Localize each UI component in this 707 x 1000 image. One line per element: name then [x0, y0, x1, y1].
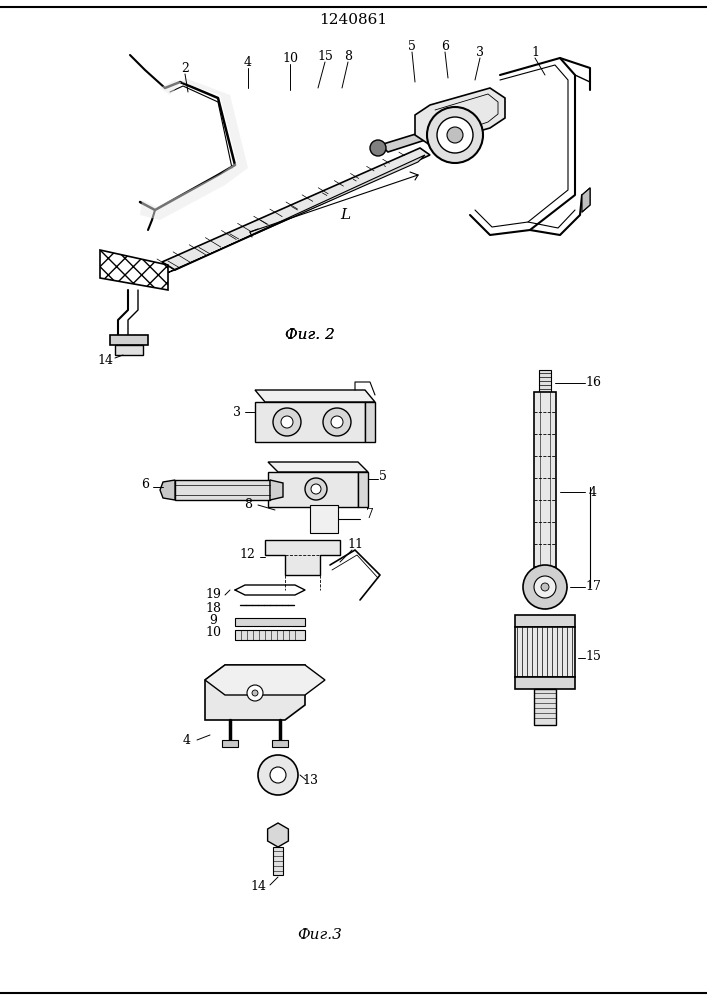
Bar — [273, 476, 357, 504]
Polygon shape — [255, 390, 375, 402]
Circle shape — [427, 107, 483, 163]
Polygon shape — [515, 615, 575, 627]
Bar — [263, 406, 365, 438]
Polygon shape — [160, 480, 175, 500]
Text: Фиг.3: Фиг.3 — [298, 928, 342, 942]
Circle shape — [281, 416, 293, 428]
Circle shape — [370, 140, 386, 156]
Text: 7: 7 — [366, 508, 374, 522]
Polygon shape — [515, 627, 575, 677]
Circle shape — [523, 565, 567, 609]
Text: 11: 11 — [347, 538, 363, 552]
Text: 15: 15 — [317, 49, 333, 62]
Circle shape — [247, 685, 263, 701]
Polygon shape — [235, 618, 305, 626]
Text: 5: 5 — [408, 39, 416, 52]
Polygon shape — [175, 480, 270, 500]
Text: L: L — [340, 208, 350, 222]
Text: 9: 9 — [209, 613, 217, 626]
Circle shape — [252, 690, 258, 696]
Polygon shape — [205, 665, 325, 695]
Polygon shape — [268, 823, 288, 847]
Circle shape — [305, 478, 327, 500]
Circle shape — [437, 117, 473, 153]
Circle shape — [273, 408, 301, 436]
Polygon shape — [100, 250, 168, 290]
Polygon shape — [115, 345, 143, 355]
Polygon shape — [365, 402, 375, 442]
Text: 10: 10 — [282, 51, 298, 64]
Circle shape — [270, 767, 286, 783]
Polygon shape — [534, 392, 556, 587]
Text: 1: 1 — [531, 45, 539, 58]
Polygon shape — [222, 740, 238, 747]
Polygon shape — [268, 462, 368, 472]
Circle shape — [447, 127, 463, 143]
Polygon shape — [235, 630, 305, 640]
Polygon shape — [582, 188, 590, 212]
Polygon shape — [140, 78, 248, 220]
Polygon shape — [205, 665, 305, 720]
Text: 8: 8 — [244, 498, 252, 512]
Text: 4: 4 — [183, 734, 191, 746]
Text: 4: 4 — [589, 486, 597, 498]
Polygon shape — [265, 540, 340, 575]
Text: 3: 3 — [476, 45, 484, 58]
Circle shape — [311, 484, 321, 494]
Polygon shape — [162, 155, 425, 275]
Polygon shape — [273, 847, 283, 875]
Text: 14: 14 — [97, 354, 113, 366]
Circle shape — [541, 583, 549, 591]
Text: 6: 6 — [441, 39, 449, 52]
Text: Фиг. 2: Фиг. 2 — [285, 328, 335, 342]
Text: 6: 6 — [141, 479, 149, 491]
Polygon shape — [380, 125, 450, 152]
Polygon shape — [415, 88, 505, 145]
Polygon shape — [310, 505, 338, 533]
Text: 13: 13 — [302, 774, 318, 786]
Text: 1240861: 1240861 — [319, 13, 387, 27]
Circle shape — [331, 416, 343, 428]
Text: Фиг. 2: Фиг. 2 — [285, 328, 335, 342]
Text: 3: 3 — [233, 406, 241, 418]
Text: 19: 19 — [205, 588, 221, 601]
Polygon shape — [270, 480, 283, 500]
Polygon shape — [255, 402, 365, 442]
Polygon shape — [534, 689, 556, 725]
Text: 5: 5 — [379, 471, 387, 484]
Polygon shape — [162, 148, 430, 270]
Text: 8: 8 — [344, 49, 352, 62]
Text: 16: 16 — [585, 375, 601, 388]
Circle shape — [534, 576, 556, 598]
Text: 12: 12 — [239, 548, 255, 562]
Text: 17: 17 — [585, 580, 601, 593]
Polygon shape — [272, 740, 288, 747]
Polygon shape — [358, 472, 368, 507]
Text: 18: 18 — [205, 601, 221, 614]
Circle shape — [323, 408, 351, 436]
Polygon shape — [268, 472, 358, 507]
Text: 15: 15 — [585, 650, 601, 664]
Text: 10: 10 — [205, 626, 221, 640]
Polygon shape — [515, 677, 575, 689]
Circle shape — [258, 755, 298, 795]
Polygon shape — [110, 335, 148, 345]
Polygon shape — [539, 370, 551, 392]
Text: 2: 2 — [181, 62, 189, 75]
Text: 4: 4 — [244, 55, 252, 68]
Text: 14: 14 — [250, 880, 266, 894]
